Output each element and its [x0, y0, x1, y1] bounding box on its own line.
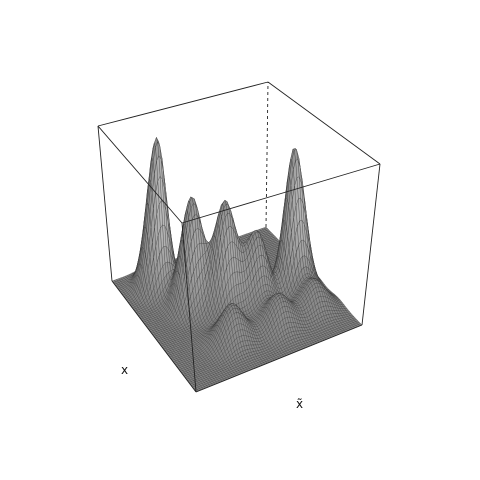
box-edge-top-back-left: [97, 81, 269, 127]
bounding-box: [97, 81, 381, 393]
box-edge-base-right: [195, 324, 363, 393]
box-edge-top-front-right: [181, 163, 381, 224]
box-edge-base-left: [111, 280, 197, 393]
box-edge-top-front-left: [97, 125, 183, 224]
box-edge-left: [97, 125, 113, 282]
box-edge-top-back-right: [267, 81, 381, 165]
box-edge-front: [181, 222, 197, 393]
x-axis-label: x: [121, 363, 128, 377]
y-axis-label: x̃: [296, 397, 303, 411]
box-edge-hidden: [265, 81, 269, 228]
box-edge-right: [361, 163, 381, 326]
surface-mesh: [111, 136, 363, 393]
